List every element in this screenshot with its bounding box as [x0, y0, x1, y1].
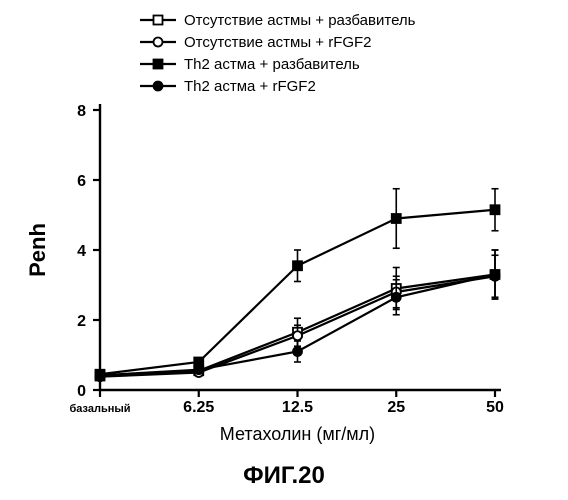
chart-container: 0 2 4 6 8 базальный 6.25 12.5 25 50 Penh Метахолин …	[0, 0, 568, 500]
svg-text:25: 25	[387, 399, 405, 416]
svg-text:базальный: базальный	[69, 403, 130, 415]
svg-text:12.5: 12.5	[282, 399, 313, 416]
svg-text:Th2 астма + rFGF2: Th2 астма + rFGF2	[184, 78, 316, 95]
svg-text:Отсутствие астмы + разбавитель: Отсутствие астмы + разбавитель	[184, 12, 416, 29]
svg-text:6.25: 6.25	[183, 399, 214, 416]
penh-chart: 0 2 4 6 8 базальный 6.25 12.5 25 50 Penh Метахолин …	[0, 0, 568, 460]
svg-text:Th2 астма + разбавитель: Th2 астма + разбавитель	[184, 56, 360, 73]
svg-text:Penh: Penh	[25, 223, 50, 277]
svg-text:6: 6	[77, 173, 86, 190]
svg-text:4: 4	[77, 243, 86, 260]
svg-text:0: 0	[77, 383, 86, 400]
svg-text:8: 8	[77, 103, 86, 120]
svg-text:50: 50	[486, 399, 504, 416]
figure-caption: ФИГ.20	[0, 462, 568, 490]
svg-text:Метахолин (мг/мл): Метахолин (мг/мл)	[220, 424, 375, 444]
svg-text:2: 2	[77, 313, 86, 330]
svg-text:Отсутствие астмы + rFGF2: Отсутствие астмы + rFGF2	[184, 34, 372, 51]
